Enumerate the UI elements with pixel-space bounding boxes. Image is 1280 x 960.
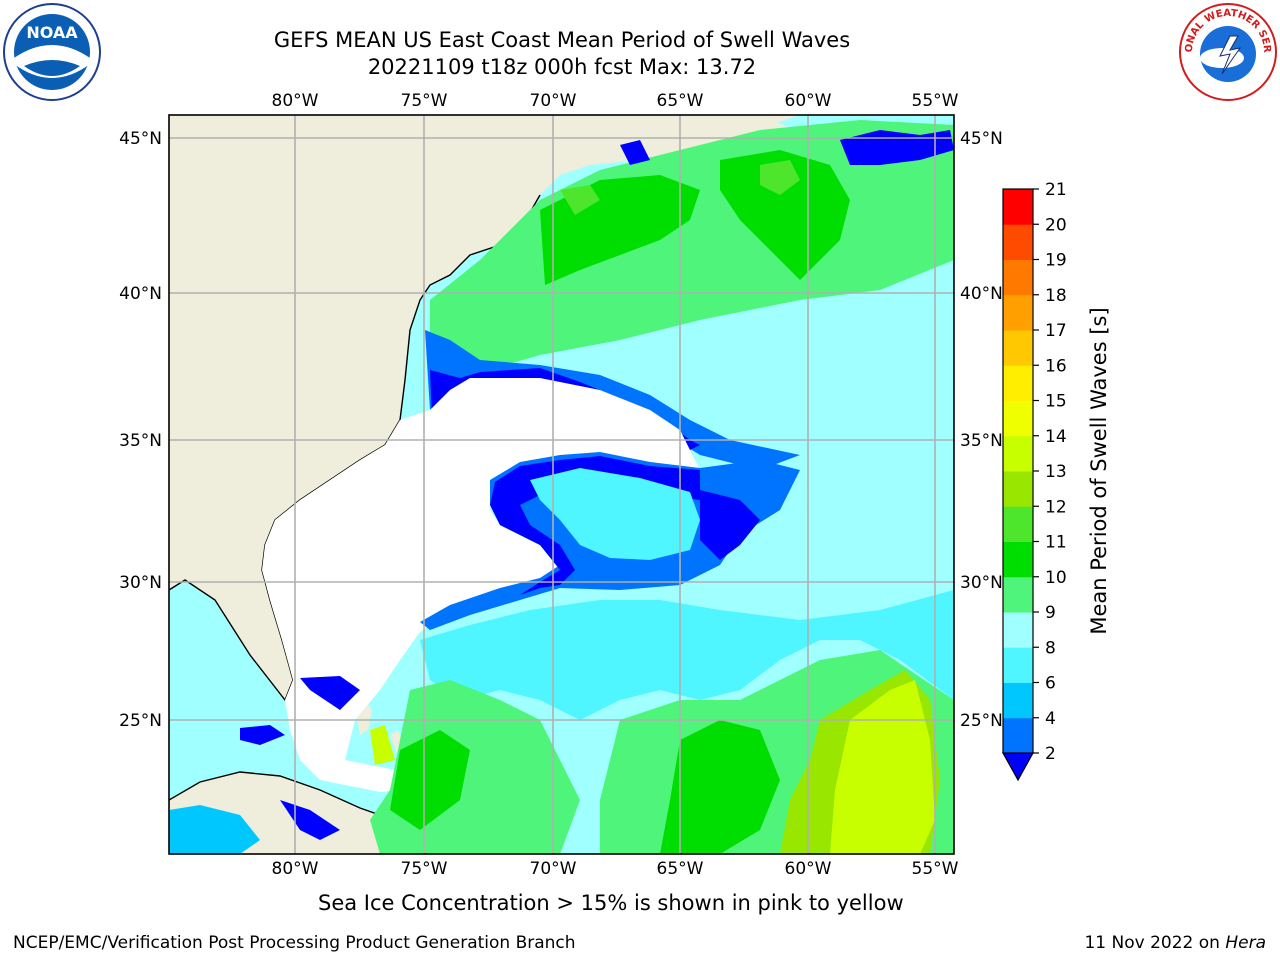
colorbar-tick-label: 14 bbox=[1045, 427, 1067, 447]
lat-label: 40°N bbox=[119, 284, 162, 304]
colorbar-tick-label: 2 bbox=[1045, 744, 1056, 764]
colorbar-tick-label: 16 bbox=[1045, 356, 1067, 376]
lon-labels-top: 80°W 75°W 70°W 65°W 60°W 55°W bbox=[272, 91, 959, 111]
colorbar-tick-label: 12 bbox=[1045, 497, 1067, 517]
sea-ice-note: Sea Ice Concentration > 15% is shown in … bbox=[318, 891, 904, 915]
lat-label: 25°N bbox=[119, 711, 162, 731]
colorbar-tick-label: 8 bbox=[1045, 638, 1056, 658]
nws-logo-icon: NATIONAL WEATHER SERVICE bbox=[1178, 2, 1277, 101]
colorbar-tick-label: 10 bbox=[1045, 568, 1067, 588]
colorbar-tick-label: 21 bbox=[1045, 180, 1067, 200]
swell-band-11-12-north bbox=[560, 160, 800, 215]
graticule bbox=[169, 115, 954, 854]
colorbar-bin bbox=[1003, 612, 1033, 648]
colorbar-tick-label: 9 bbox=[1045, 603, 1056, 623]
lon-label: 75°W bbox=[401, 91, 448, 111]
map-field bbox=[169, 115, 954, 854]
swell-band-10-11-south bbox=[390, 720, 780, 854]
colorbar-frame bbox=[1002, 188, 1034, 754]
map-title: GEFS MEAN US East Coast Mean Period of S… bbox=[273, 28, 851, 52]
colorbar-bin bbox=[1003, 682, 1033, 719]
date-text: 11 Nov 2022 on Hera bbox=[1084, 933, 1266, 953]
land-us-east-coast bbox=[169, 115, 800, 700]
colorbar-bin bbox=[1003, 471, 1033, 507]
colorbar-bin bbox=[1003, 224, 1033, 260]
machine-name: Hera bbox=[1225, 933, 1266, 953]
lon-labels-bottom: 80°W 75°W 70°W 65°W 60°W 55°W bbox=[272, 859, 959, 879]
lat-label: 35°N bbox=[119, 431, 162, 451]
lon-label: 55°W bbox=[912, 91, 959, 111]
colorbar-bin bbox=[1003, 647, 1033, 683]
date-value: 11 Nov 2022 on bbox=[1084, 933, 1220, 953]
colorbar-bin bbox=[1003, 294, 1033, 331]
noaa-logo-icon: NOAA bbox=[3, 3, 101, 101]
colorbar-under-triangle bbox=[1001, 752, 1035, 782]
lat-label: 30°N bbox=[119, 573, 162, 593]
colorbar-bin bbox=[1003, 400, 1033, 437]
colorbar-title: Mean Period of Swell Waves [s] bbox=[1087, 307, 1111, 634]
lat-label: 45°N bbox=[960, 129, 1003, 149]
colorbar-bin bbox=[1003, 189, 1033, 225]
colorbar-bin bbox=[1003, 576, 1033, 613]
swell-band-13-14-south bbox=[370, 680, 935, 854]
colorbar-bin bbox=[1003, 717, 1033, 754]
lat-label: 45°N bbox=[119, 129, 162, 149]
lat-label: 35°N bbox=[960, 431, 1003, 451]
colorbar-bin bbox=[1003, 506, 1033, 542]
colorbar-bin bbox=[1003, 365, 1033, 401]
colorbar-tick-label: 19 bbox=[1045, 251, 1067, 271]
lon-label: 70°W bbox=[530, 859, 577, 879]
map-frame bbox=[168, 114, 955, 855]
lat-label: 40°N bbox=[960, 284, 1003, 304]
colorbar-tick-label: 11 bbox=[1045, 533, 1067, 553]
colorbar: 2 4 6 8 9 10 11 12 13 14 15 16 17 18 19 20 21 bbox=[1001, 180, 1067, 782]
lon-label: 80°W bbox=[272, 91, 319, 111]
lon-label: 55°W bbox=[912, 859, 959, 879]
colorbar-tick-label: 15 bbox=[1045, 392, 1067, 412]
land-bahamas bbox=[355, 700, 436, 778]
svg-text:NOAA: NOAA bbox=[26, 23, 78, 42]
colorbar-bin bbox=[1003, 330, 1033, 366]
lon-label: 65°W bbox=[657, 91, 704, 111]
lon-label: 75°W bbox=[401, 859, 448, 879]
lon-label: 60°W bbox=[785, 859, 832, 879]
lon-label: 70°W bbox=[530, 91, 577, 111]
colorbar-bin bbox=[1003, 259, 1033, 296]
colorbar-bin bbox=[1003, 435, 1033, 472]
colorbar-tick-label: 6 bbox=[1045, 674, 1056, 694]
swell-band-2-4-caribbean bbox=[240, 676, 360, 840]
lat-label: 25°N bbox=[960, 711, 1003, 731]
colorbar-bin bbox=[1003, 541, 1033, 578]
swell-band-4-6-caribbean bbox=[169, 805, 260, 854]
lat-label: 30°N bbox=[960, 573, 1003, 593]
colorbar-tick-label: 4 bbox=[1045, 709, 1056, 729]
lon-label: 60°W bbox=[785, 91, 832, 111]
lon-label: 65°W bbox=[657, 859, 704, 879]
lat-labels-left: 45°N 40°N 35°N 30°N 25°N bbox=[119, 129, 162, 731]
colorbar-tick-label: 17 bbox=[1045, 321, 1067, 341]
lon-label: 80°W bbox=[272, 859, 319, 879]
map-subtitle: 20221109 t18z 000h fcst Max: 13.72 bbox=[367, 55, 757, 79]
no-data-region bbox=[262, 378, 700, 792]
lat-labels-right: 45°N 40°N 35°N 30°N 25°N bbox=[960, 129, 1003, 731]
colorbar-tick-label: 18 bbox=[1045, 286, 1067, 306]
credit-text: NCEP/EMC/Verification Post Processing Pr… bbox=[13, 933, 576, 953]
colorbar-tick-label: 20 bbox=[1045, 215, 1067, 235]
colorbar-tick-label: 13 bbox=[1045, 462, 1067, 482]
